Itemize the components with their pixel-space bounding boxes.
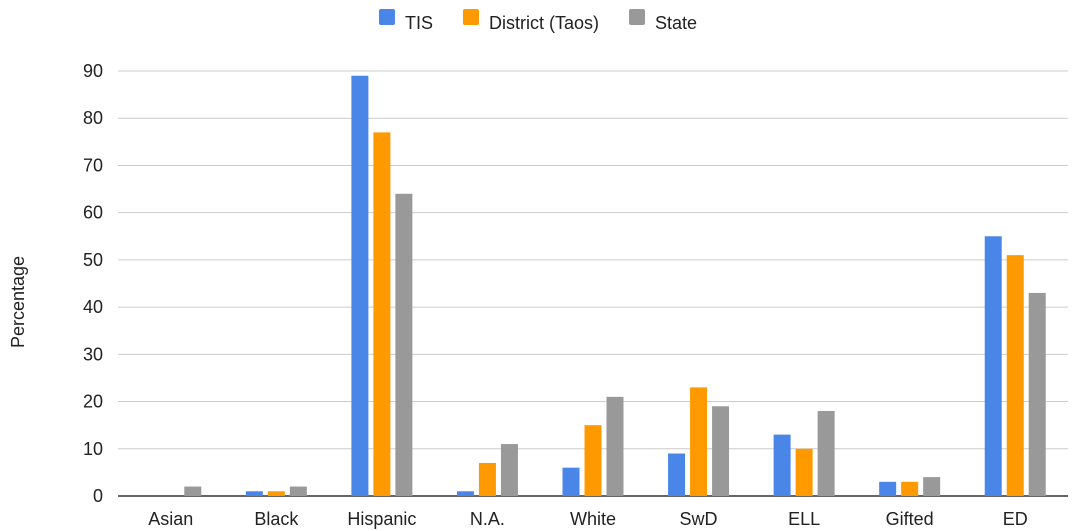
bar-district-taos-gifted [901, 481, 919, 496]
bar-tis-gifted [879, 481, 897, 496]
y-tick-label: 10 [83, 439, 103, 459]
y-axis-ticks: 0 10 20 30 40 50 60 70 80 90 [83, 61, 103, 506]
y-tick-label: 0 [93, 486, 103, 506]
y-tick-label: 90 [83, 61, 103, 81]
y-axis-label: Percentage [8, 256, 28, 348]
bar-tis-black [245, 491, 263, 496]
x-tick-label: ELL [788, 509, 820, 529]
legend: TIS District (Taos) State [378, 9, 697, 33]
bar-state-white [606, 396, 624, 496]
bar-district-taos-ell [795, 448, 813, 496]
bar-state-ell [817, 411, 835, 496]
bar-state-swd [712, 406, 730, 496]
x-tick-label: Gifted [886, 509, 934, 529]
y-tick-label: 80 [83, 108, 103, 128]
x-tick-label: ED [1003, 509, 1028, 529]
bar-state-ed [1028, 292, 1046, 496]
legend-label-tis: TIS [405, 13, 433, 33]
bar-district-taos-n-a [478, 462, 496, 496]
y-tick-label: 20 [83, 392, 103, 412]
bar-state-n-a [500, 444, 518, 496]
bar-district-taos-ed [1006, 255, 1024, 496]
legend-label-district-taos: District (Taos) [489, 13, 599, 33]
legend-swatch-tis [378, 9, 395, 25]
x-tick-label: SwD [680, 509, 718, 529]
bar-tis-n-a [456, 491, 474, 496]
bar-state-black [289, 486, 307, 496]
x-tick-label: N.A. [470, 509, 505, 529]
x-tick-label: White [570, 509, 616, 529]
bar-state-hispanic [395, 193, 413, 496]
x-tick-label: Black [254, 509, 299, 529]
bar-state-asian [184, 486, 202, 496]
bar-tis-swd [668, 453, 686, 496]
bar-district-taos-black [267, 491, 285, 496]
bar-tis-white [562, 467, 580, 496]
x-tick-label: Hispanic [347, 509, 416, 529]
bar-tis-ed [984, 236, 1002, 496]
y-tick-label: 70 [83, 155, 103, 175]
legend-swatch-state [629, 9, 645, 25]
legend-label-state: State [655, 13, 697, 33]
y-tick-label: 50 [83, 250, 103, 270]
x-axis-ticks: Asian Black Hispanic N.A. White SwD ELL Gifted E… [148, 509, 1027, 529]
y-tick-label: 40 [83, 297, 103, 317]
bar-tis-hispanic [351, 75, 369, 496]
y-tick-label: 30 [83, 344, 103, 364]
y-tick-label: 60 [83, 203, 103, 223]
bar-district-taos-white [584, 425, 602, 496]
x-tick-label: Asian [148, 509, 193, 529]
legend-swatch-district-taos [462, 9, 479, 25]
bar-district-taos-hispanic [373, 132, 391, 496]
bars [184, 75, 1046, 496]
bar-state-gifted [923, 477, 941, 496]
bar-tis-ell [773, 434, 791, 496]
bar-district-taos-swd [690, 387, 708, 496]
